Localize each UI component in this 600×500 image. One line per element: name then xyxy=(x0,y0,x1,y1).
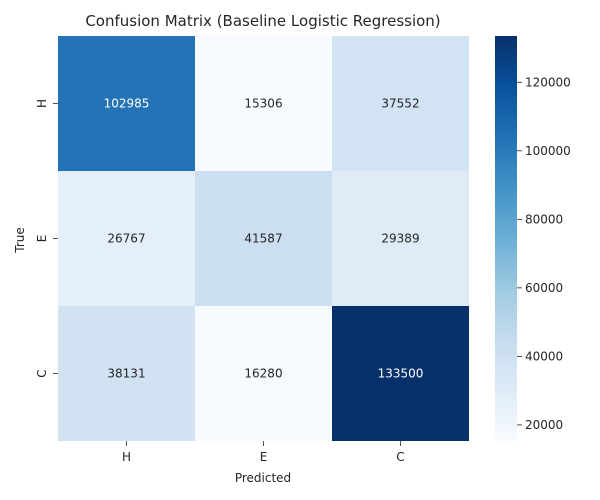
y-tick-label: E xyxy=(35,235,49,243)
heatmap-cell xyxy=(58,306,195,441)
heatmap-cell xyxy=(195,171,332,306)
cell-value-label: 133500 xyxy=(378,367,424,381)
chart-title: Confusion Matrix (Baseline Logistic Regr… xyxy=(85,12,440,30)
heatmap-cell xyxy=(58,36,195,171)
colorbar-tick-label: 40000 xyxy=(525,349,563,363)
x-tick-label: C xyxy=(396,450,404,464)
colorbar-tick-label: 100000 xyxy=(525,144,571,158)
cell-value-label: 26767 xyxy=(107,232,145,246)
cell-value-label: 16280 xyxy=(244,367,282,381)
x-tick-label: E xyxy=(260,450,268,464)
x-axis-label: Predicted xyxy=(235,471,291,485)
cell-value-label: 37552 xyxy=(381,97,419,111)
heatmap-cell xyxy=(332,171,469,306)
colorbar-tick-label: 20000 xyxy=(525,418,563,432)
colorbar-tick-label: 60000 xyxy=(525,281,563,295)
cell-value-label: 15306 xyxy=(244,97,282,111)
y-tick-label: H xyxy=(35,99,49,108)
heatmap-cell xyxy=(195,36,332,171)
colorbar-tick-label: 120000 xyxy=(525,75,571,89)
colorbar-ticks: 20000 40000 60000 80000 100000 120000 xyxy=(517,75,571,432)
cell-value-label: 38131 xyxy=(107,367,145,381)
colorbar-tick-label: 80000 xyxy=(525,212,563,226)
cell-value-label: 102985 xyxy=(104,97,150,111)
heatmap-cells: 102985 15306 37552 26767 41587 29389 38131 1628… xyxy=(58,36,469,441)
x-tick-label: H xyxy=(122,450,131,464)
colorbar xyxy=(495,36,517,441)
heatmap-cell xyxy=(332,36,469,171)
y-axis-label: True xyxy=(13,227,27,254)
y-tick-label: C xyxy=(35,369,49,377)
heatmap-cell xyxy=(332,306,469,441)
cell-value-label: 29389 xyxy=(381,232,419,246)
cell-value-label: 41587 xyxy=(244,232,282,246)
heatmap-cell xyxy=(58,171,195,306)
heatmap-cell xyxy=(195,306,332,441)
y-axis-ticks: H E C xyxy=(35,99,58,378)
